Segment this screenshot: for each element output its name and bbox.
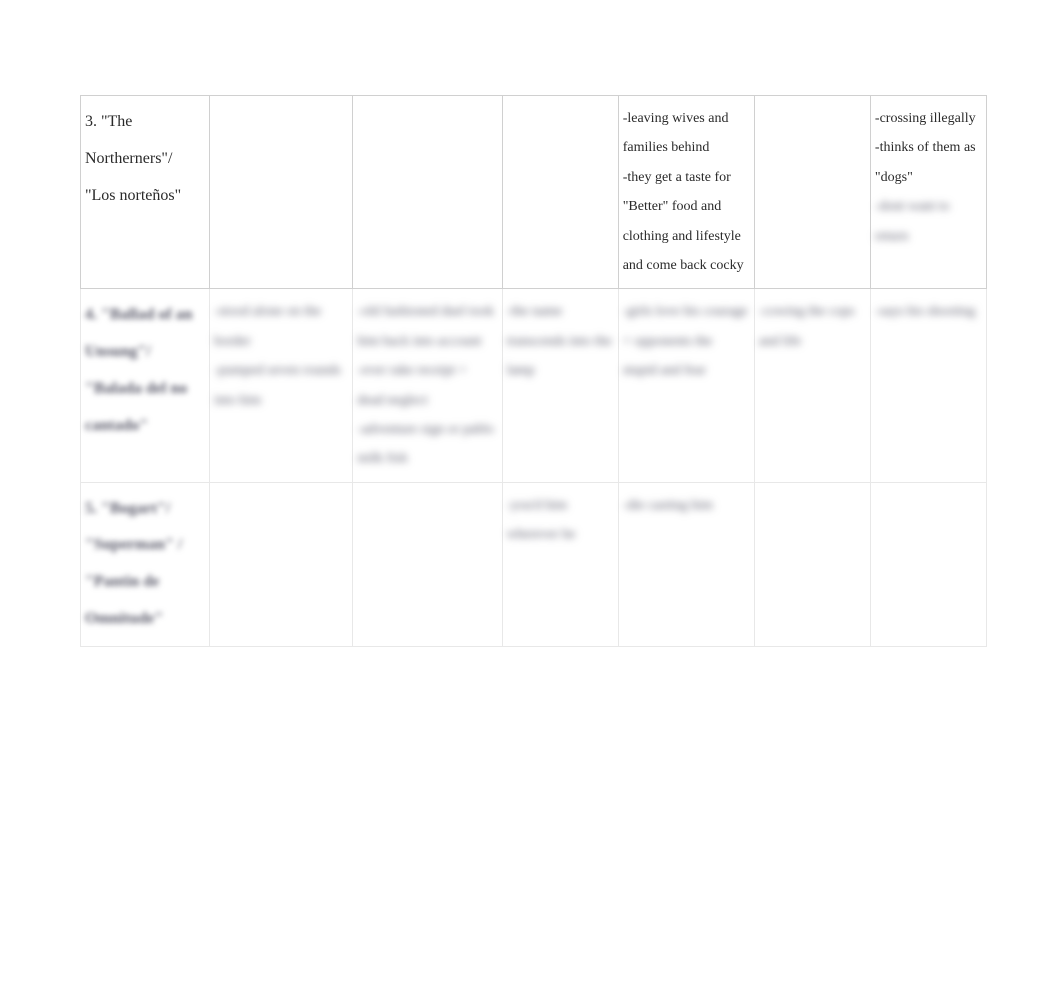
cell: -stood alone on the border-pumped seven … (210, 289, 353, 482)
cell (754, 482, 870, 646)
cell: -you'd him wherever he (502, 482, 618, 646)
cell-text: -die casting him (623, 498, 713, 513)
cell (353, 482, 502, 646)
row-title-text: 5. "Bogart"/ "Superman" / "Pantin de Omn… (85, 500, 182, 627)
cell: -old fashioned duel took him back into a… (353, 289, 502, 482)
cell-text: -crossing illegally-thinks of them as "d… (875, 111, 976, 185)
cell (210, 96, 353, 289)
cell (210, 482, 353, 646)
cell: -says his shooting (870, 289, 986, 482)
cell-text: -girls love his courage + opponents the … (623, 304, 748, 378)
cell: -cowing the cops and life (754, 289, 870, 482)
cell (502, 96, 618, 289)
cell (353, 96, 502, 289)
cell: -leaving wives and families behind-they … (618, 96, 754, 289)
table-row: 5. "Bogart"/ "Superman" / "Pantin de Omn… (81, 482, 987, 646)
cell-text-blurred: -dont want to return (875, 199, 950, 243)
cell (754, 96, 870, 289)
cell-text: -the name transcends into the lamp (507, 304, 612, 378)
cell-text: -says his shooting (875, 304, 975, 319)
cell: -crossing illegally-thinks of them as "d… (870, 96, 986, 289)
document-table-region: 3. "The Northerners"/ "Los norteños" -le… (80, 95, 987, 647)
cell-text: -leaving wives and families behind-they … (623, 111, 744, 273)
cell (870, 482, 986, 646)
table-row: 3. "The Northerners"/ "Los norteños" -le… (81, 96, 987, 289)
content-table: 3. "The Northerners"/ "Los norteños" -le… (80, 95, 987, 647)
row-title: 5. "Bogart"/ "Superman" / "Pantin de Omn… (81, 482, 210, 646)
cell-text: -cowing the cops and life (759, 304, 855, 348)
row-title: 3. "The Northerners"/ "Los norteños" (81, 96, 210, 289)
cell: -girls love his courage + opponents the … (618, 289, 754, 482)
row-title-text: 4. "Ballad of an Unsung"/ "Balada del no… (85, 306, 193, 433)
cell: -the name transcends into the lamp (502, 289, 618, 482)
cell: -die casting him (618, 482, 754, 646)
row-title: 4. "Ballad of an Unsung"/ "Balada del no… (81, 289, 210, 482)
table-row: 4. "Ballad of an Unsung"/ "Balada del no… (81, 289, 987, 482)
cell-text: -you'd him wherever he (507, 498, 576, 542)
cell-text: -old fashioned duel took him back into a… (357, 304, 493, 466)
cell-text: -stood alone on the border-pumped seven … (214, 304, 341, 407)
